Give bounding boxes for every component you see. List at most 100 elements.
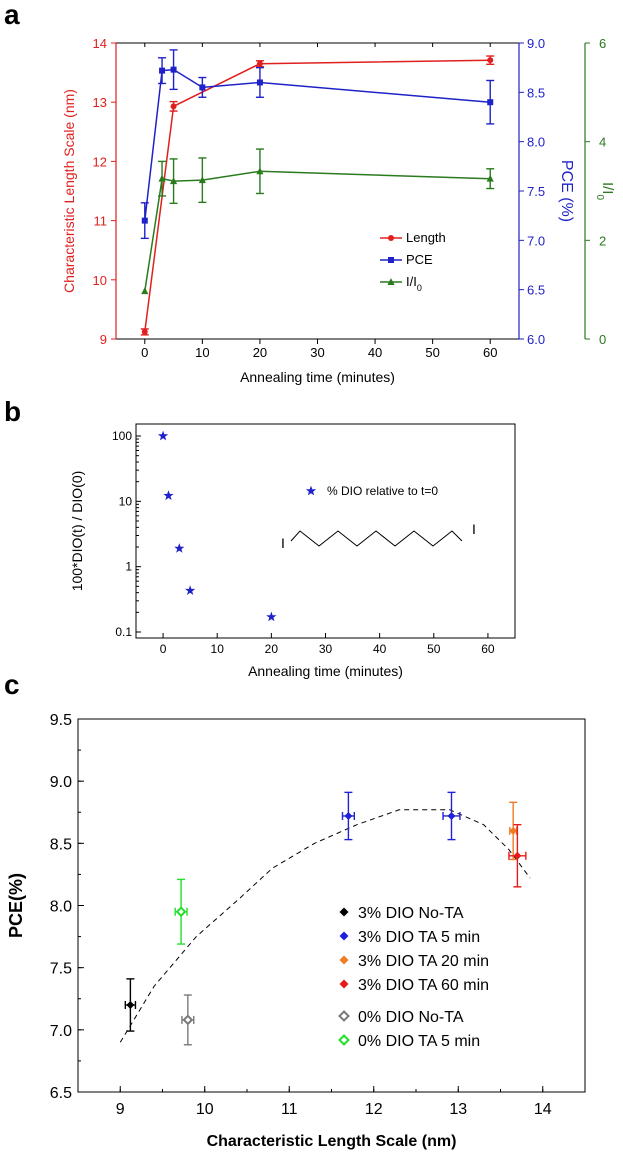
x-tick-label-b: 0 [160, 642, 167, 656]
legend-label-b: % DIO relative to t=0 [327, 484, 438, 498]
data-point-a-1 [170, 66, 177, 73]
data-point-a-2 [158, 174, 166, 182]
panel-letter-a: a [4, 0, 20, 30]
y-tick-label-c: 9.5 [50, 712, 72, 729]
x-tick-label-a: 60 [483, 345, 497, 360]
legend-label-a-0: Length [406, 230, 446, 245]
data-point-a-2 [198, 176, 206, 184]
x-tick-label-a: 50 [425, 345, 439, 360]
y-axis-label-ratio-sub-a: 0 [595, 194, 606, 200]
y-tick-label-c: 8.0 [50, 899, 72, 916]
y-tick-label-pce-a: 7.0 [527, 233, 545, 248]
plot-frame-c [77, 718, 586, 1093]
data-point-a-1 [256, 79, 263, 86]
series-line-a-0 [144, 59, 491, 332]
data-point-a-0 [487, 57, 494, 64]
y-tick-label-c: 6.5 [50, 1085, 72, 1102]
data-point-a-2 [141, 287, 149, 295]
data-point-a-2 [256, 167, 264, 175]
y-tick-label-ratio-a: 6 [599, 36, 606, 51]
data-point-a-0 [170, 103, 177, 110]
legend-swatch-c-5 [338, 1034, 350, 1046]
y-tick-label-b: 1 [125, 560, 132, 574]
legend-swatch-c-3 [339, 979, 349, 989]
legend-label-sub-a: 0 [417, 283, 422, 293]
data-point-b [174, 543, 185, 553]
data-point-c-0 [126, 1000, 135, 1009]
data-point-c-1 [447, 811, 456, 820]
y-axis-label-b: 100*DIO(t) / DIO(0) [69, 471, 85, 592]
series-line-a-2 [144, 170, 491, 292]
x-tick-label-a: 10 [195, 345, 209, 360]
legend-swatch-c-2 [339, 955, 349, 965]
y-tick-label-pce-a: 8.0 [527, 135, 545, 150]
data-point-c-1 [344, 811, 353, 820]
x-axis-label-a: Annealing time (minutes) [240, 369, 395, 385]
y-axis-label-pce-a: PCE (%) [558, 160, 575, 222]
data-point-a-1 [487, 99, 494, 106]
data-point-a-1 [159, 67, 166, 74]
y-tick-label-pce-a: 8.5 [527, 85, 545, 100]
trend-line-c [119, 809, 531, 1043]
y-tick-label-b: 100 [112, 429, 132, 443]
legend-swatch-marker-a-2 [387, 278, 395, 285]
x-tick-label-b: 10 [211, 642, 225, 656]
legend-swatch-marker-a-1 [388, 257, 394, 263]
x-tick-label-c: 9 [116, 1101, 125, 1118]
y-tick-label-c: 8.5 [50, 836, 72, 853]
legend-swatch-c-1 [339, 931, 349, 941]
data-point-a-2 [169, 177, 178, 185]
molecule-chain [290, 530, 463, 547]
x-tick-label-c: 11 [281, 1101, 298, 1118]
y-tick-label-ratio-a: 2 [599, 233, 606, 248]
y-axis-label-c: PCE(%) [6, 873, 26, 938]
y-tick-label-b: 10 [119, 494, 133, 508]
y-tick-label-ratio-a: 4 [599, 135, 606, 150]
series-line-a-1 [144, 68, 491, 221]
x-tick-label-c: 14 [534, 1101, 552, 1118]
chart-panel-c: 9 10 11 12 13 14 Characteristic Length Scale (… [6, 712, 586, 1150]
panel-letter-b: b [4, 396, 21, 427]
x-axis-label-b: Annealing time (minutes) [248, 663, 403, 679]
y-tick-label-left-a: 9 [100, 332, 107, 347]
legend-label-a-1: PCE [406, 252, 433, 267]
data-point-c-5 [175, 906, 187, 918]
legend-swatch-marker-b [305, 485, 317, 496]
x-tick-label-c: 13 [449, 1101, 467, 1118]
chart-panel-b: 0 10 20 30 40 50 60 Annealing time (minutes) 0.1… [69, 423, 516, 679]
legend-label-c-2: 3% DIO TA 20 min [358, 953, 489, 970]
x-tick-label-b: 50 [427, 642, 441, 656]
data-point-c-3 [513, 851, 522, 860]
molecule-iodine-left: I [281, 535, 285, 551]
y-tick-label-left-a: 12 [93, 154, 107, 169]
y-tick-label-left-a: 11 [94, 214, 108, 229]
data-point-a-1 [199, 84, 206, 91]
data-point-a-0 [141, 328, 148, 335]
x-tick-label-c: 10 [196, 1101, 214, 1118]
panel-letter-c: c [4, 669, 20, 700]
x-tick-label-a: 20 [253, 345, 267, 360]
molecule-iodine-right: I [472, 521, 476, 537]
legend-label-c-5: 0% DIO TA 5 min [358, 1033, 480, 1050]
data-point-a-2 [486, 174, 494, 182]
data-point-b [157, 430, 169, 441]
y-tick-label-left-a: 13 [93, 95, 107, 110]
legend-swatch-c-4 [338, 1010, 350, 1022]
y-axis-label-left-a: Characteristic Length Scale (nm) [61, 89, 77, 293]
data-point-c-2 [509, 826, 518, 835]
x-tick-label-c: 12 [365, 1101, 383, 1118]
legend-label-c-0: 3% DIO No-TA [358, 905, 464, 922]
y-tick-label-b: 0.1 [115, 625, 132, 639]
data-point-c-4 [182, 1014, 194, 1026]
plot-frame-b [135, 423, 516, 639]
x-tick-label-a: 0 [141, 345, 148, 360]
legend-label-c-1: 3% DIO TA 5 min [358, 929, 480, 946]
data-point-b [185, 585, 196, 595]
x-tick-label-a: 30 [310, 345, 324, 360]
y-tick-label-pce-a: 6.5 [527, 283, 545, 298]
y-tick-label-pce-a: 6.0 [527, 332, 545, 347]
y-tick-label-c: 7.0 [50, 1023, 72, 1040]
x-tick-label-b: 30 [319, 642, 333, 656]
